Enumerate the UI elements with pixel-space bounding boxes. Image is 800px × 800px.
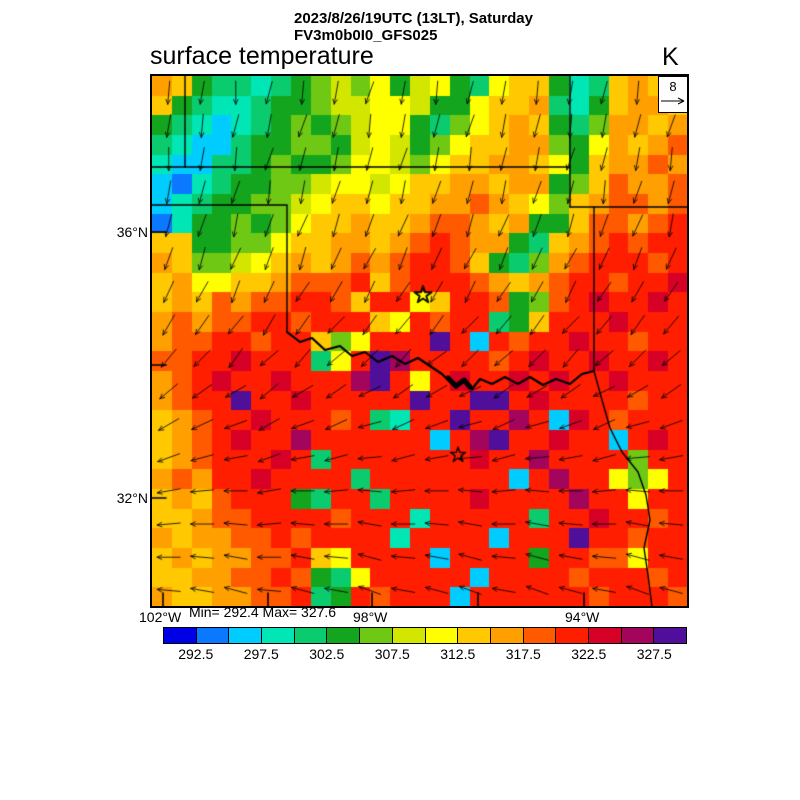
colorbar-tick-label: 307.5 (374, 646, 410, 662)
colorbar-cell (163, 627, 197, 644)
colorbar-tick-label: 327.5 (636, 646, 672, 662)
colorbar-cell (620, 627, 655, 644)
colorbar-cell (587, 627, 622, 644)
colorbar-cell (261, 627, 295, 644)
wind-reference-legend: 8 (658, 76, 688, 113)
lat-label-32n: 32°N (116, 490, 148, 506)
colorbar-labels: 292.5 297.5 302.5 307.5 312.5 317.5 322.5 327.5 (163, 646, 687, 664)
lon-label-98w: 98°W (353, 609, 388, 625)
header-datetime: 2023/8/26/19UTC (13LT), Saturday (294, 10, 533, 27)
colorbar-cell (195, 627, 230, 644)
header-model-name: FV3m0b0I0_GFS025 (294, 27, 438, 44)
lat-label-36n: 36°N (116, 224, 148, 240)
colorbar-cell (326, 627, 361, 644)
colorbar-tick-label: 297.5 (243, 646, 279, 662)
colorbar-tick-label: 292.5 (178, 646, 214, 662)
lon-label-102w: 102°W (139, 609, 182, 625)
temperature-field-canvas (152, 76, 688, 607)
colorbar-cell (522, 627, 557, 644)
min-max-stats: Min= 292.4 Max= 327.6 (189, 604, 337, 620)
colorbar (163, 627, 687, 644)
colorbar-cell (424, 627, 459, 644)
units-label: K (662, 43, 679, 71)
colorbar-tick-label: 312.5 (440, 646, 476, 662)
colorbar-cell (555, 627, 589, 644)
wind-reference-value: 8 (669, 79, 677, 94)
colorbar-tick-label: 317.5 (505, 646, 541, 662)
lon-label-94w: 94°W (565, 609, 600, 625)
colorbar-cell (457, 627, 491, 644)
wind-reference-arrow-icon (661, 97, 685, 105)
variable-title: surface temperature (150, 42, 374, 70)
colorbar-tick-label: 302.5 (309, 646, 345, 662)
colorbar-cell (228, 627, 263, 644)
colorbar-cell (293, 627, 328, 644)
colorbar-cell (489, 627, 524, 644)
colorbar-cell (359, 627, 393, 644)
colorbar-cell (653, 627, 687, 644)
colorbar-cell (391, 627, 426, 644)
colorbar-tick-label: 322.5 (571, 646, 607, 662)
